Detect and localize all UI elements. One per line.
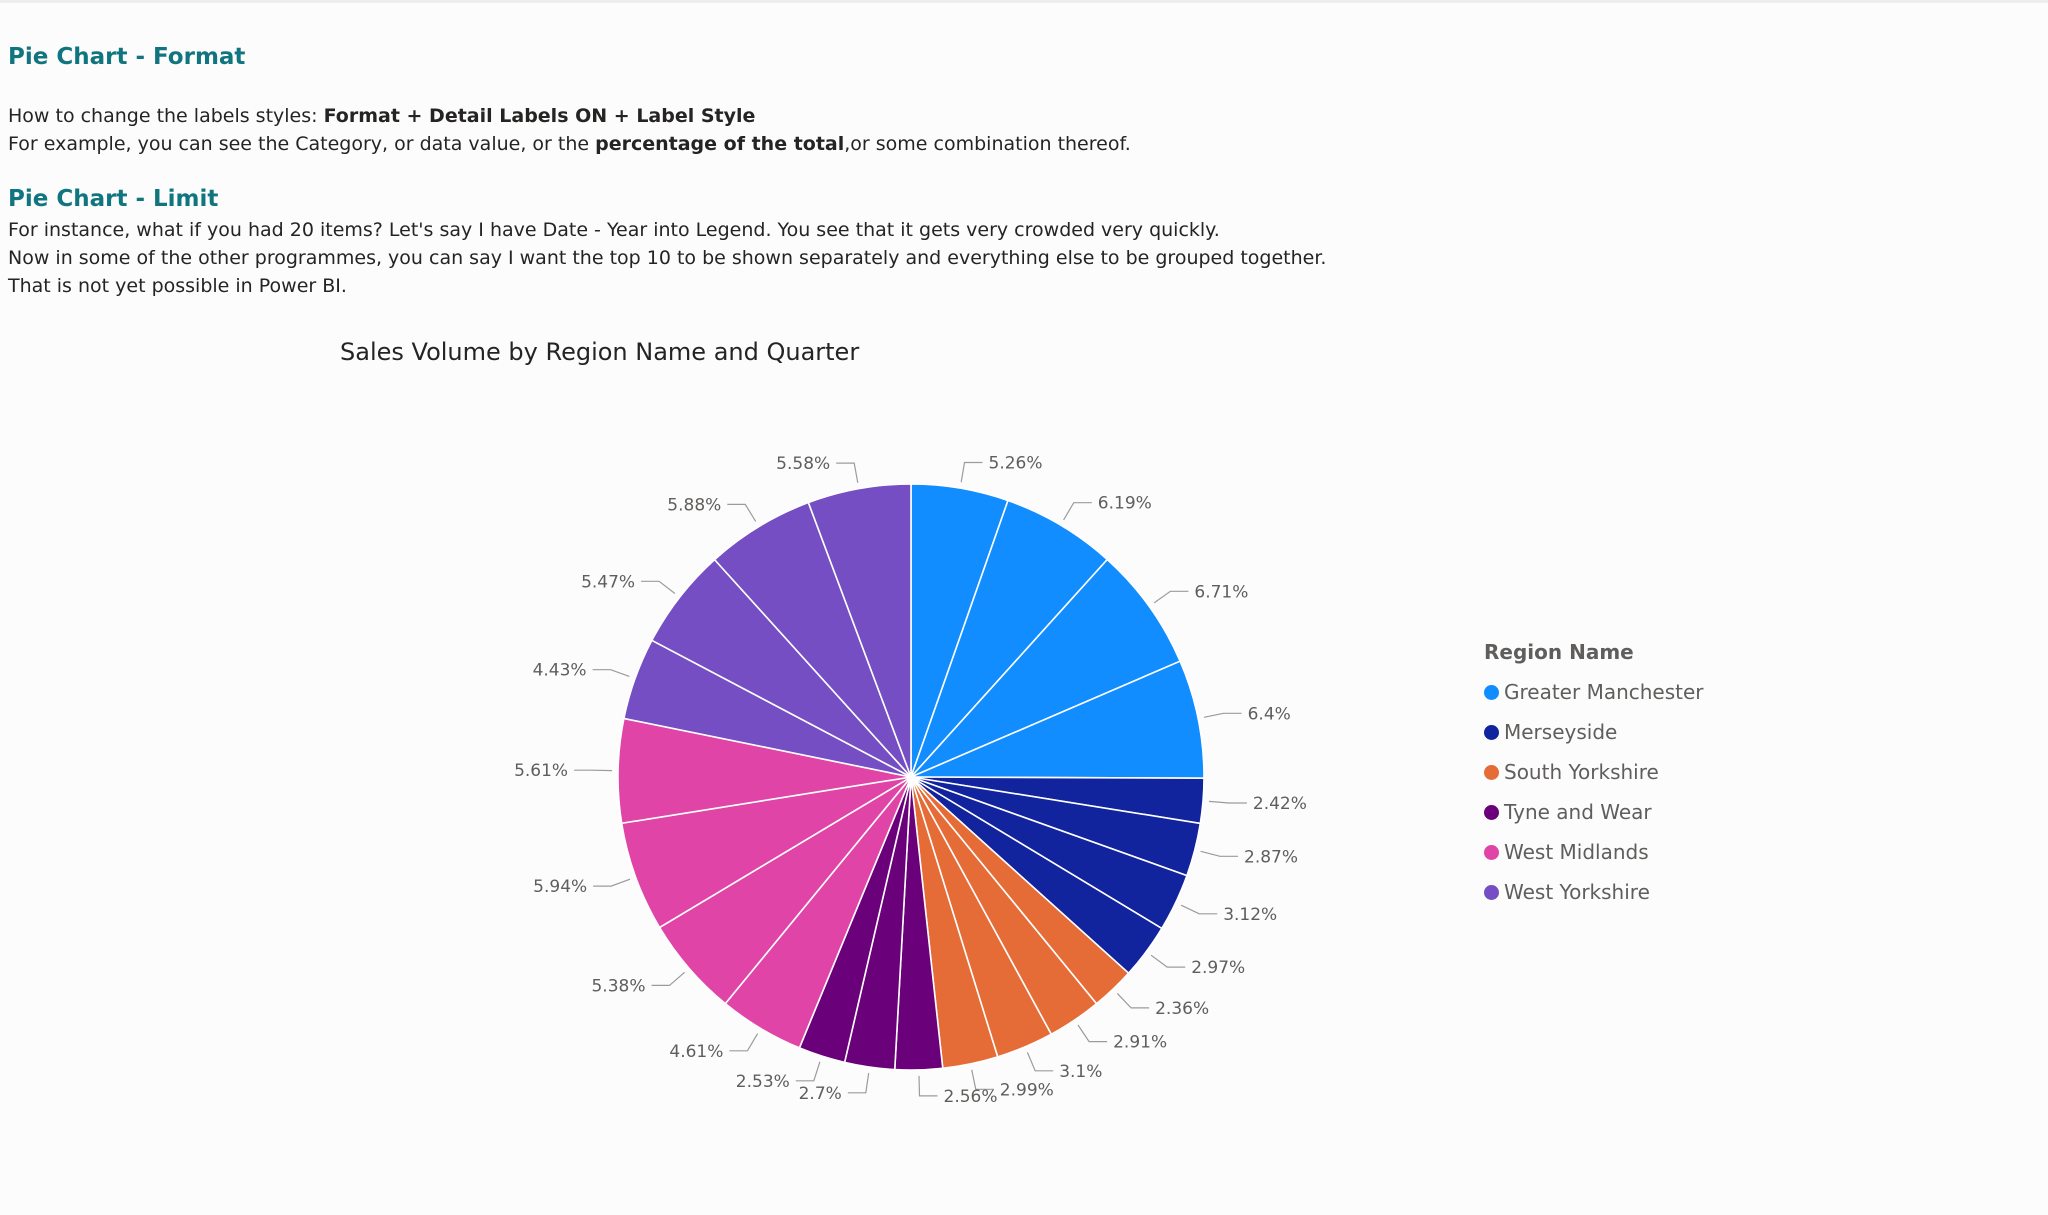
section-heading-format: Pie Chart - Format (8, 44, 246, 70)
legend-marker (1484, 724, 1499, 740)
format-line-1-bold: Format + Detail Labels ON + Label Style (323, 105, 756, 127)
legend-label: Merseyside (1504, 720, 1618, 744)
label-leader-line (593, 878, 631, 887)
label-leader-line (651, 971, 685, 987)
legend-item[interactable]: Merseyside (1484, 712, 1704, 752)
label-leader-line (1208, 800, 1247, 804)
legend-items: Greater Manchester Merseyside South Yorksh… (1484, 672, 1704, 912)
label-leader-line (836, 462, 859, 483)
legend-label: West Midlands (1504, 840, 1649, 864)
format-line-2-plain: For example, you can see the Category, o… (8, 133, 596, 155)
pie-data-label: 5.58% (776, 454, 830, 474)
label-leader-line (847, 1072, 870, 1094)
limit-line-2: Now in some of the other programmes, you… (8, 247, 1327, 269)
legend-label: Tyne and Wear (1504, 800, 1652, 824)
label-leader-line (1200, 850, 1238, 857)
legend-item[interactable]: West Midlands (1484, 832, 1704, 872)
pie-data-label: 6.4% (1248, 704, 1291, 724)
pie-data-label: 2.7% (799, 1084, 842, 1104)
legend-label: Greater Manchester (1504, 680, 1704, 704)
pie-data-label: 5.94% (533, 877, 587, 897)
format-text: How to change the labels styles: Format … (8, 102, 1131, 158)
format-line-1: How to change the labels styles: Format … (8, 102, 1131, 130)
legend-item[interactable]: Tyne and Wear (1484, 792, 1704, 832)
limit-line-3: That is not yet possible in Power BI. (8, 275, 347, 297)
legend-marker (1484, 684, 1499, 700)
label-leader-line (960, 461, 983, 483)
format-line-2: For example, you can see the Category, o… (8, 130, 1131, 158)
chart-title: Sales Volume by Region Name and Quarter (340, 338, 860, 366)
label-leader-line (918, 1075, 938, 1097)
top-border (0, 0, 2048, 3)
pie-slice[interactable] (910, 558, 1182, 778)
pie-data-label: 5.38% (591, 976, 645, 996)
pie-slice[interactable] (910, 660, 1205, 779)
label-leader-line (592, 669, 630, 677)
label-leader-line (729, 1033, 759, 1052)
pie-data-label: 5.61% (514, 761, 568, 781)
legend-item[interactable]: West Yorkshire (1484, 872, 1704, 912)
legend-title: Region Name (1484, 640, 1634, 664)
pie-data-label: 6.71% (1194, 582, 1248, 602)
label-leader-line (1026, 1052, 1054, 1072)
pie-data-label: 4.43% (533, 661, 587, 681)
pie-data-label: 2.99% (1000, 1080, 1054, 1100)
legend-marker (1484, 764, 1499, 780)
pie-data-label: 5.47% (581, 572, 635, 592)
label-leader-line (795, 1061, 821, 1082)
pie-data-label: 6.19% (1098, 494, 1152, 514)
label-leader-line (727, 503, 757, 522)
legend-marker (1484, 844, 1499, 860)
label-leader-line (1077, 1024, 1108, 1043)
label-leader-line (1063, 502, 1092, 521)
legend-label: South Yorkshire (1504, 760, 1659, 784)
label-leader-line (1116, 992, 1150, 1009)
pie-data-label: 2.91% (1113, 1033, 1167, 1053)
format-line-2-tail: ,or some combination thereof. (844, 133, 1131, 155)
format-line-2-bold: percentage of the total (595, 133, 845, 155)
pie-data-label: 3.12% (1223, 905, 1277, 925)
label-leader-line (1153, 590, 1189, 604)
legend-marker (1484, 884, 1499, 900)
limit-text: For instance, what if you had 20 items? … (8, 216, 1326, 300)
label-leader-line (641, 580, 676, 594)
pie-data-label: 2.56% (944, 1087, 998, 1107)
format-line-1-plain: How to change the labels styles: (8, 105, 324, 127)
legend-item[interactable]: Greater Manchester (1484, 672, 1704, 712)
label-leader-line (1150, 954, 1186, 968)
pie-data-label: 2.87% (1244, 847, 1298, 867)
legend-marker (1484, 804, 1499, 820)
pie-data-label: 3.1% (1059, 1062, 1102, 1082)
legend: Region Name Greater Manchester Merseyside… (1484, 640, 1704, 912)
pie-data-label: 2.42% (1253, 794, 1307, 814)
pie-data-label: 2.53% (736, 1072, 790, 1092)
legend-item[interactable]: South Yorkshire (1484, 752, 1704, 792)
pie-data-label: 2.36% (1155, 999, 1209, 1019)
label-leader-line (1180, 904, 1218, 915)
label-leader-line (971, 1069, 994, 1090)
pie-slice[interactable] (910, 499, 1109, 778)
label-leader-line (1203, 712, 1242, 718)
pie-data-label: 4.61% (669, 1042, 723, 1062)
section-heading-limit: Pie Chart - Limit (8, 186, 219, 212)
pie-data-label: 5.88% (667, 495, 721, 515)
legend-label: West Yorkshire (1504, 880, 1650, 904)
limit-line-1: For instance, what if you had 20 items? … (8, 219, 1220, 241)
pie-data-label: 2.97% (1191, 958, 1245, 978)
pie-slice[interactable] (807, 483, 912, 778)
pie-data-label: 5.26% (989, 454, 1043, 474)
